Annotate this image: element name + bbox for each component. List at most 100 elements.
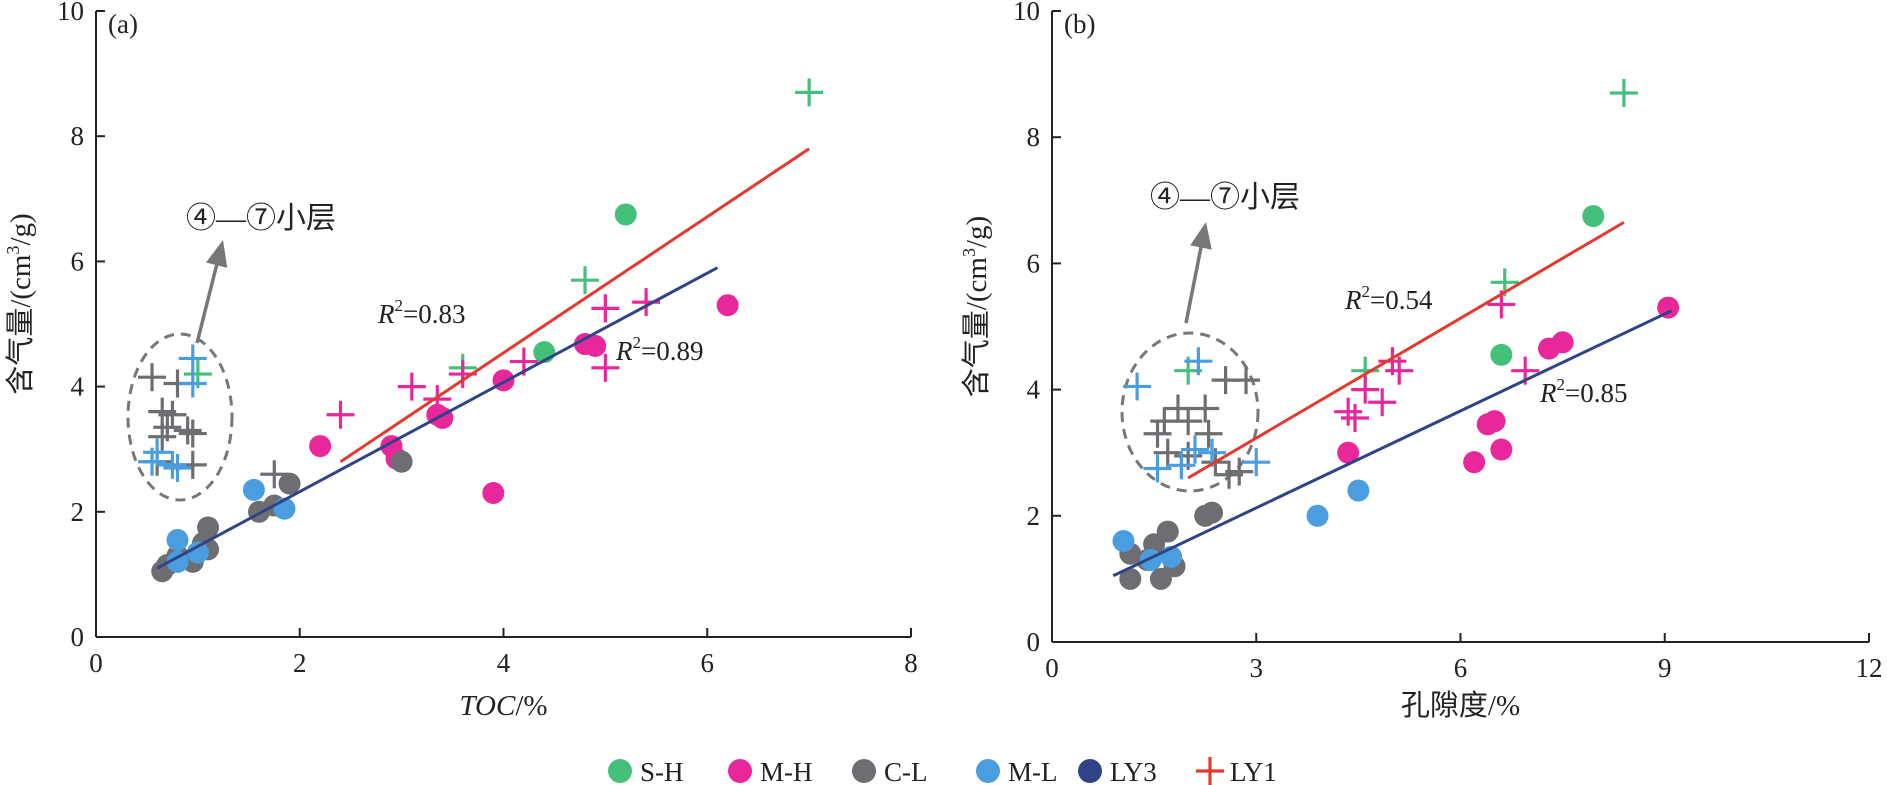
point-c-l-plus [260,460,289,489]
r2-label-ly3-value: =0.89 [641,336,703,366]
legend-label: M-H [760,757,813,785]
point-c-l-circle [1119,567,1142,590]
y-axis-title: 含气量/(cm3/g) [959,216,993,397]
point-m-h-circle [1490,438,1513,461]
point-s-h-circle [1582,205,1605,228]
point-m-l-plus [1143,454,1172,483]
point-m-l-circle [242,478,265,501]
y-tick-label: 6 [1027,248,1041,278]
point-c-l-plus [1194,419,1223,448]
r2-label-ly1-r: R [1344,285,1362,315]
point-c-l-plus [1150,407,1179,436]
r2-label-ly3-value: =0.85 [1565,378,1627,408]
x-axis-title-var: TOC [459,690,516,722]
panel-label: (a) [108,9,138,39]
point-m-h-circle [309,435,332,458]
r2-label-ly1-r: R [377,299,395,329]
point-m-l-circle [1347,479,1370,502]
point-c-l-circle [390,450,413,473]
group-ellipse [1120,331,1260,493]
point-m-l-plus [143,438,172,467]
x-axis-title-unit: /% [515,690,547,722]
y-tick-label: 4 [71,372,85,402]
point-m-h-plus [397,372,426,401]
y-axis-title-part1: 含气量/(cm [4,254,37,395]
point-m-h-plus [1368,388,1397,417]
callout-arrow-head [205,240,228,268]
point-c-l-plus [148,422,177,451]
point-m-l-circle [166,550,189,573]
legend-swatch [728,759,752,783]
point-c-l-circle [278,472,301,495]
point-m-h-circle [584,334,607,357]
legend-swatch [852,759,876,783]
r2-label-ly1-value: =0.83 [403,299,465,329]
point-m-h-circle [482,482,505,505]
point-m-h-plus [1334,397,1363,426]
point-m-l-plus [178,369,207,398]
point-c-l-plus [1153,438,1182,467]
r2-label-ly3-sup: 2 [1557,375,1566,394]
y-tick-label: 8 [1027,122,1041,152]
point-s-h-circle [1490,343,1513,366]
y-axis-title: 含气量/(cm3/g) [3,213,37,394]
point-m-l-plus [1242,448,1271,477]
legend-label: LY3 [1110,757,1157,785]
point-c-l-plus [173,416,202,445]
y-tick-label: 8 [71,121,85,151]
fit-line-ly3 [156,266,719,570]
y-tick-label: 6 [71,246,85,276]
y-tick-label: 2 [1027,501,1041,531]
x-tick-label: 4 [497,648,511,678]
point-c-l-plus [138,363,167,392]
point-c-l-plus [158,400,187,429]
point-s-h-plus [1609,79,1638,108]
legend-swatch [976,759,1000,783]
point-c-l-plus [1143,419,1172,448]
legend-item-ly1: LY1 [1196,757,1277,785]
point-s-h-plus [795,78,824,107]
point-m-h-circle [1657,296,1680,319]
point-m-h-circle [716,294,739,317]
panel-b: 0 3 6 9 120246810孔隙度/%含气量/(cm3/g)(b)④—⑦小层R2=… [959,0,1883,722]
point-c-l-plus [1225,457,1254,486]
panel-a: 0 2 4 6 80246810TOC/%含气量/(cm3/g)(a)④—⑦小层R2=0… [3,0,918,722]
legend-item-c-l: C-L [852,757,928,785]
x-tick-label: 8 [904,648,918,678]
x-axis-title: TOC/% [459,690,547,722]
legend-item-m-l: M-L [976,757,1058,785]
point-m-l-plus [1197,438,1226,467]
point-m-l-plus [158,450,187,479]
point-m-l-circle [1112,530,1135,553]
r2-label-ly3: R2=0.89 [615,333,703,366]
point-c-l-circle [1200,501,1223,524]
r2-label-ly1: R2=0.54 [1344,282,1433,315]
x-tick-label: 6 [1454,653,1468,683]
x-tick-label: 0 [1045,653,1059,683]
legend-label: M-L [1008,757,1058,785]
point-c-l-circle [1149,567,1172,590]
callout-label: ④—⑦小层 [1150,181,1300,214]
point-m-h-plus [326,400,355,429]
x-tick-label: 0 [89,648,103,678]
point-m-h-plus [1351,375,1380,404]
y-axis-title-part1: 含气量/(cm [960,257,993,398]
panel-label: (b) [1064,9,1095,39]
point-s-h-plus [571,266,599,295]
point-m-h-plus [423,385,452,414]
x-tick-label: 3 [1250,653,1264,683]
legend-label: S-H [640,757,684,785]
point-m-h-plus [591,294,620,323]
callout-arrow-shaft [1184,236,1205,324]
legend-item-m-h: M-H [728,757,813,785]
point-m-h-circle [1463,451,1486,474]
point-m-h-circle [1483,410,1506,433]
y-tick-label: 4 [1027,375,1041,405]
x-tick-label: 12 [1856,653,1883,683]
point-m-l-circle [186,541,209,564]
y-axis-title-part2: /g) [5,213,37,245]
legend-swatch [608,759,632,783]
point-m-l-plus [163,453,192,482]
point-c-l-plus [1191,394,1220,423]
r2-label-ly3-sup: 2 [633,333,642,352]
